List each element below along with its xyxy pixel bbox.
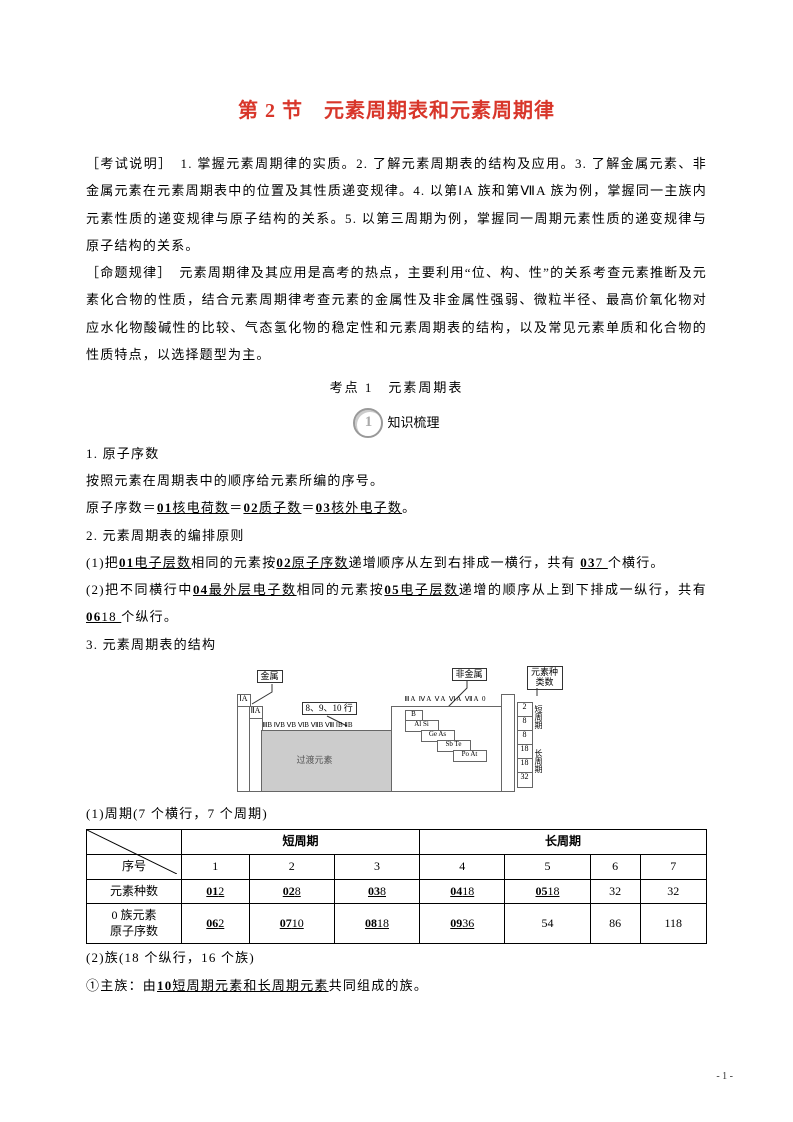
- exam-description: ［考试说明］ 1. 掌握元素周期律的实质。2. 了解元素周期表的结构及应用。3.…: [86, 150, 707, 259]
- s2-heading: 2. 元素周期表的编排原则: [86, 522, 707, 549]
- section-label: 知识梳理: [387, 409, 439, 436]
- s1-heading: 1. 原子序数: [86, 440, 707, 467]
- page-title: 第 2 节 元素周期表和元素周期律: [86, 90, 707, 132]
- s3-sub2: (2)族(18 个纵行，16 个族): [86, 944, 707, 971]
- s2-line2: (2)把不同横行中04最外层电子数相同的元素按05电子层数递增的顺序从上到下排成…: [86, 576, 707, 631]
- topic-rule: ［命题规律］ 元素周期律及其应用是高考的热点，主要利用“位、构、性”的关系考查元…: [86, 259, 707, 368]
- s3-sub3: ①主族：由10短周期元素和长周期元素共同组成的族。: [86, 972, 707, 999]
- s3-heading: 3. 元素周期表的结构: [86, 631, 707, 658]
- s3-sub1: (1)周期(7 个横行，7 个周期): [86, 800, 707, 827]
- table-row: 短周期 长周期: [87, 830, 707, 855]
- s2-line1: (1)把01电子层数相同的元素按02原子序数递增顺序从左到右排成一横行，共有 0…: [86, 549, 707, 576]
- s1-line1: 按照元素在周期表中的顺序给元素所编的序号。: [86, 467, 707, 494]
- kaodian-heading: 考点 1 元素周期表: [86, 374, 707, 401]
- s1-line2: 原子序数＝01核电荷数＝02质子数＝03核外电子数。: [86, 494, 707, 521]
- circle-one-icon: 1: [353, 408, 383, 438]
- period-table: 短周期 长周期 序号1234567 元素种数 01202803804180518…: [86, 829, 707, 944]
- page-number: - 1 -: [716, 1071, 733, 1082]
- section-heading: 1 知识梳理: [86, 408, 707, 438]
- table-row: 序号1234567: [87, 854, 707, 879]
- periodic-table-diagram: 金属 非金属 元素种类数 8、9、10 行 ⅠA ⅡA ⅢB ⅣB ⅤB ⅥB …: [227, 666, 567, 796]
- table-row: 元素种数 012028038041805183232: [87, 879, 707, 904]
- table-row: 0 族元素原子序数 0620710081809365486118: [87, 904, 707, 944]
